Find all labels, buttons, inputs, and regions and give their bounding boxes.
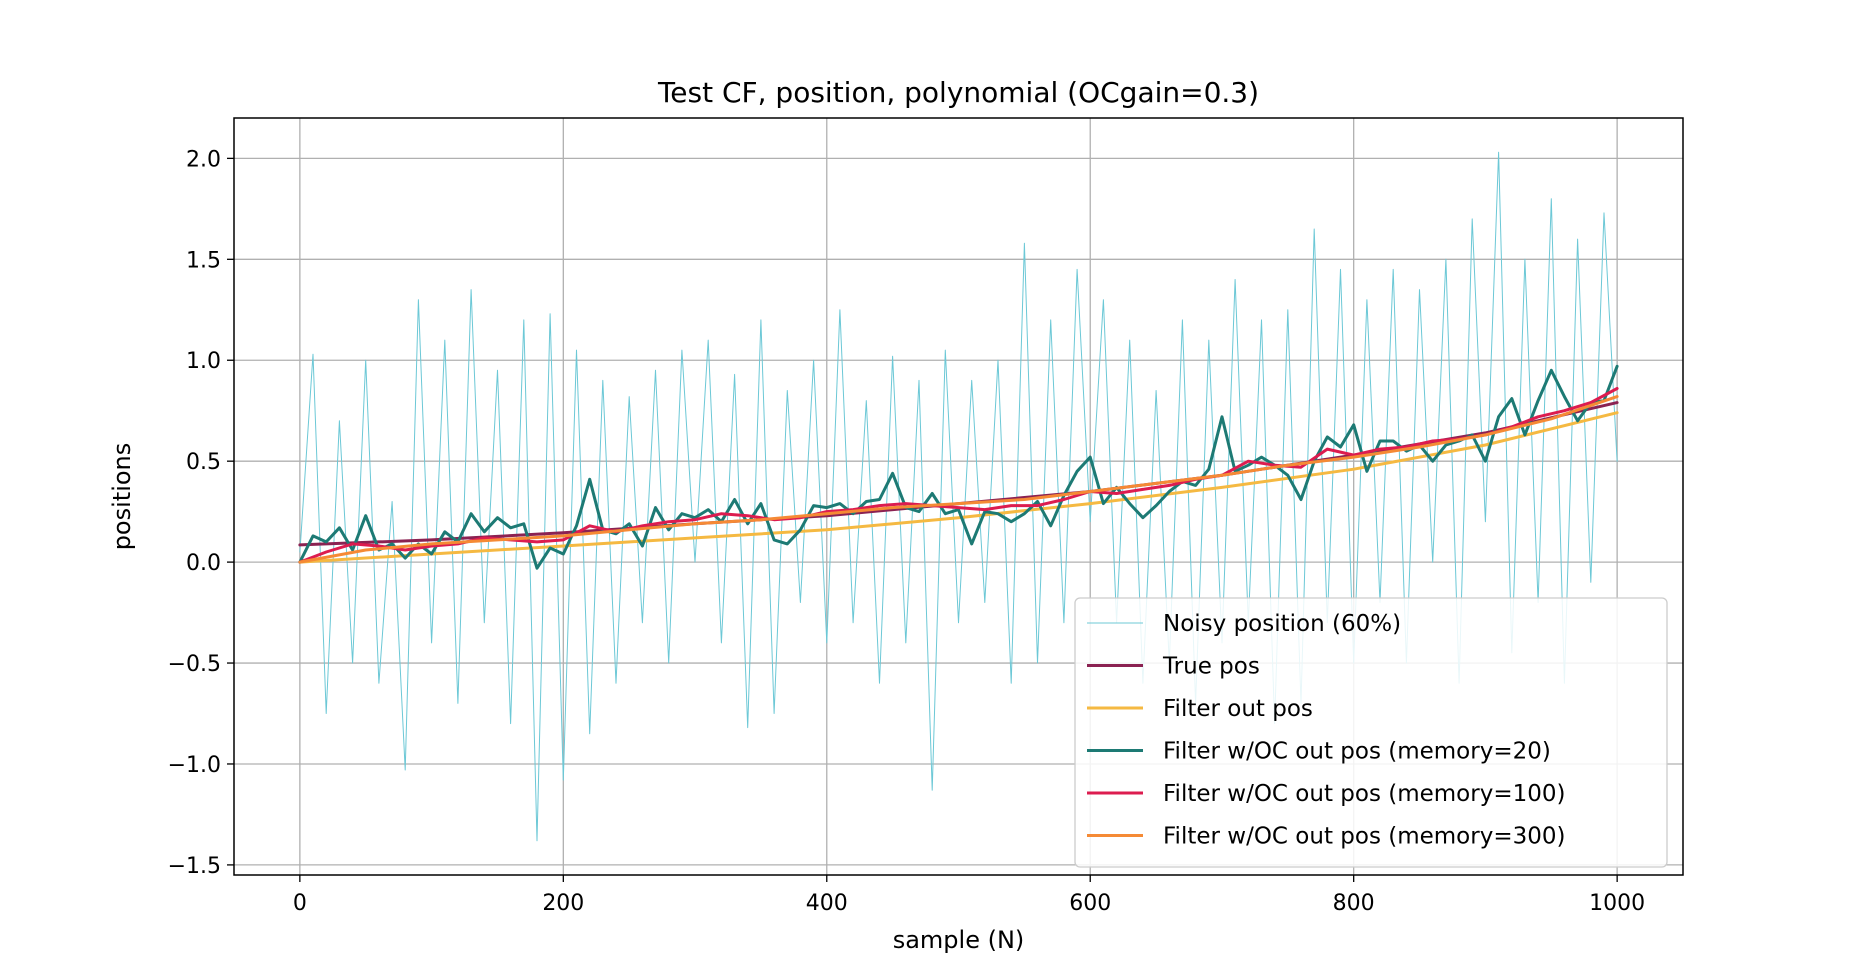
y-axis: −1.5 −1.0 −0.5 0.0 0.5 1.0 1.5 2.0 — [168, 147, 234, 879]
y-tick-label: −1.0 — [168, 753, 221, 778]
legend-entry: Filter w/OC out pos (memory=300) — [1163, 824, 1565, 850]
legend-entry: Noisy position (60%) — [1163, 611, 1401, 637]
y-tick-label: 1.0 — [186, 349, 221, 374]
y-tick-label: 0.5 — [186, 450, 221, 475]
legend-entry: Filter w/OC out pos (memory=20) — [1163, 739, 1551, 765]
x-axis-label: sample (N) — [893, 926, 1025, 954]
legend-entry: True pos — [1162, 654, 1260, 680]
x-axis: 0 200 400 600 800 1000 — [293, 875, 1645, 916]
legend-entry: Filter w/OC out pos (memory=100) — [1163, 781, 1565, 807]
y-tick-label: 2.0 — [186, 147, 221, 172]
chart-title: Test CF, position, polynomial (OCgain=0.… — [657, 76, 1259, 109]
y-tick-label: 1.5 — [186, 248, 221, 273]
legend-entry: Filter out pos — [1163, 696, 1313, 722]
x-tick-label: 600 — [1069, 891, 1111, 916]
series-line-5 — [298, 395, 1619, 564]
x-tick-label: 400 — [806, 891, 848, 916]
y-tick-label: 0.0 — [186, 551, 221, 576]
x-tick-label: 0 — [293, 891, 307, 916]
plot-area — [298, 151, 1619, 842]
series-line-2 — [298, 411, 1619, 564]
x-tick-label: 200 — [542, 891, 584, 916]
series-line-0 — [299, 151, 1618, 842]
x-tick-label: 800 — [1333, 891, 1375, 916]
legend-box — [1074, 597, 1668, 868]
series-line-3 — [298, 364, 1619, 570]
y-tick-label: −1.5 — [168, 854, 221, 879]
y-tick-label: −0.5 — [168, 652, 221, 677]
plot-frame — [233, 117, 1684, 876]
series-line-4 — [298, 387, 1619, 564]
x-tick-label: 1000 — [1589, 891, 1645, 916]
y-axis-label: positions — [108, 443, 136, 551]
legend: Noisy position (60%) True pos Filter out p… — [1074, 597, 1668, 868]
